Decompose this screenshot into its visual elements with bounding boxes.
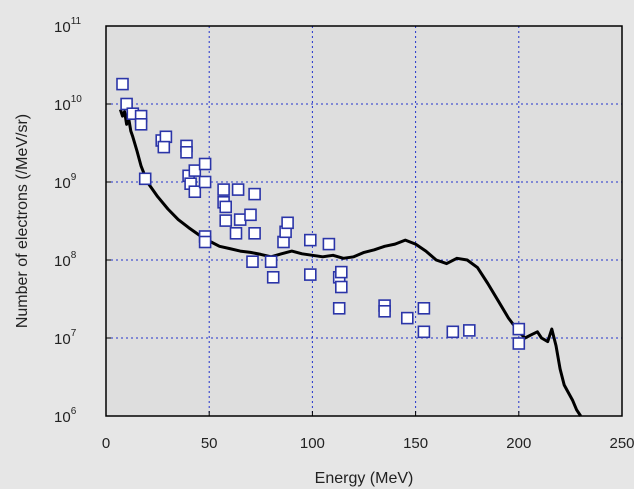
data-point-marker (264, 255, 278, 269)
data-point-marker (188, 185, 202, 198)
data-point-marker (229, 227, 243, 240)
data-point-marker (248, 227, 261, 240)
x-tick-label: 150 (403, 435, 428, 452)
data-point-marker (248, 187, 261, 201)
x-tick-label: 0 (102, 435, 110, 452)
y-axis-label: Number of electrons (/MeV/sr) (14, 114, 31, 328)
data-point-marker (462, 324, 476, 337)
data-point-marker (198, 235, 212, 249)
data-point-marker (198, 157, 212, 171)
data-point-marker (334, 280, 348, 294)
data-point-marker (378, 304, 391, 318)
data-point-marker (134, 118, 148, 131)
plot-area (106, 26, 622, 416)
data-point-marker (417, 325, 431, 339)
data-point-marker (217, 183, 230, 196)
x-tick-label: 250 (609, 435, 634, 452)
data-point-marker (332, 301, 346, 315)
data-point-marker (188, 164, 202, 177)
data-point-marker (233, 213, 247, 226)
plot-frame (105, 25, 623, 417)
data-point-marker (512, 322, 526, 336)
data-point-marker (400, 311, 414, 325)
x-tick-label: 100 (300, 435, 325, 452)
simulation-line-series (118, 109, 582, 417)
data-point-marker (303, 268, 317, 281)
data-point-marker (303, 233, 317, 247)
data-point-marker (512, 337, 526, 350)
measured-points-series (116, 77, 526, 350)
x-axis-ticks: 0 50 100 150 200 250 (102, 411, 634, 452)
data-point-marker (157, 140, 171, 154)
data-point-marker (116, 77, 129, 91)
data-point-marker (417, 301, 431, 315)
data-point-marker (180, 146, 193, 159)
data-point-marker (138, 172, 152, 186)
data-point-marker (159, 130, 173, 144)
simulation-curve (118, 109, 582, 417)
data-point-marker (322, 237, 336, 251)
data-point-marker (277, 235, 290, 249)
data-point-marker (198, 175, 212, 189)
data-point-marker (266, 270, 280, 284)
data-point-marker (244, 208, 257, 222)
data-point-marker (446, 325, 460, 339)
data-point-marker (219, 214, 232, 227)
data-point-marker (231, 183, 245, 196)
data-point-marker (246, 255, 259, 269)
data-point-marker (281, 216, 294, 230)
x-tick-label: 200 (506, 435, 531, 452)
data-point-marker (334, 265, 348, 279)
x-tick-label: 50 (201, 435, 218, 452)
data-point-marker (219, 200, 232, 214)
x-axis-label: Energy (MeV) (315, 470, 414, 487)
